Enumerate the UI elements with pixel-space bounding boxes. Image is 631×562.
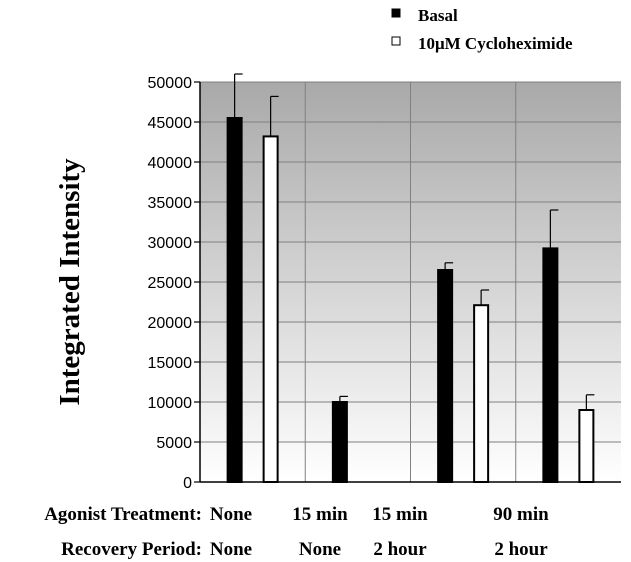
y-tick-label: 20000 (148, 315, 193, 332)
row-label: Agonist Treatment: (44, 504, 202, 525)
agonist-treatment-label: 15 min (292, 504, 348, 525)
recovery-period-label: None (210, 539, 252, 560)
legend: Basal 10μM Cycloheximide (391, 6, 573, 53)
bar (262, 135, 279, 483)
y-tick-labels: 0 5000 10000 15000 20000 25000 30000 35000 40000… (148, 75, 193, 492)
y-axis-label: Integrated Intensity (54, 158, 86, 406)
agonist-treatment-label: 15 min (372, 504, 428, 525)
legend-label: Basal (418, 6, 458, 25)
y-tick-label: 0 (183, 475, 192, 492)
recovery-period-label: 2 hour (373, 539, 427, 560)
bar (437, 269, 454, 483)
recovery-period-label: 2 hour (494, 539, 548, 560)
recovery-period-label: None (299, 539, 341, 560)
y-tick-label: 25000 (148, 275, 193, 292)
y-tick-label: 15000 (148, 355, 193, 372)
legend-swatch (391, 36, 401, 46)
bar (226, 117, 243, 483)
agonist-treatment-label: None (210, 504, 252, 525)
legend-swatch (391, 8, 401, 18)
y-tick-label: 35000 (148, 195, 193, 212)
agonist-treatment-label: 90 min (493, 504, 549, 525)
y-tick-label: 45000 (148, 115, 193, 132)
row-label: Recovery Period: (61, 539, 202, 560)
y-tick-label: 10000 (148, 395, 193, 412)
bar (542, 247, 559, 483)
bar (331, 401, 348, 483)
y-tick-label: 5000 (156, 435, 192, 452)
bar (473, 304, 490, 484)
legend-label: 10μM Cycloheximide (418, 34, 573, 53)
y-tick-label: 30000 (148, 235, 193, 252)
category-labels: Agonist Treatment: Recovery Period: None No… (44, 504, 549, 560)
axes (194, 81, 621, 483)
bar (578, 409, 595, 483)
y-tick-label: 50000 (148, 75, 193, 92)
y-tick-label: 40000 (148, 155, 193, 172)
